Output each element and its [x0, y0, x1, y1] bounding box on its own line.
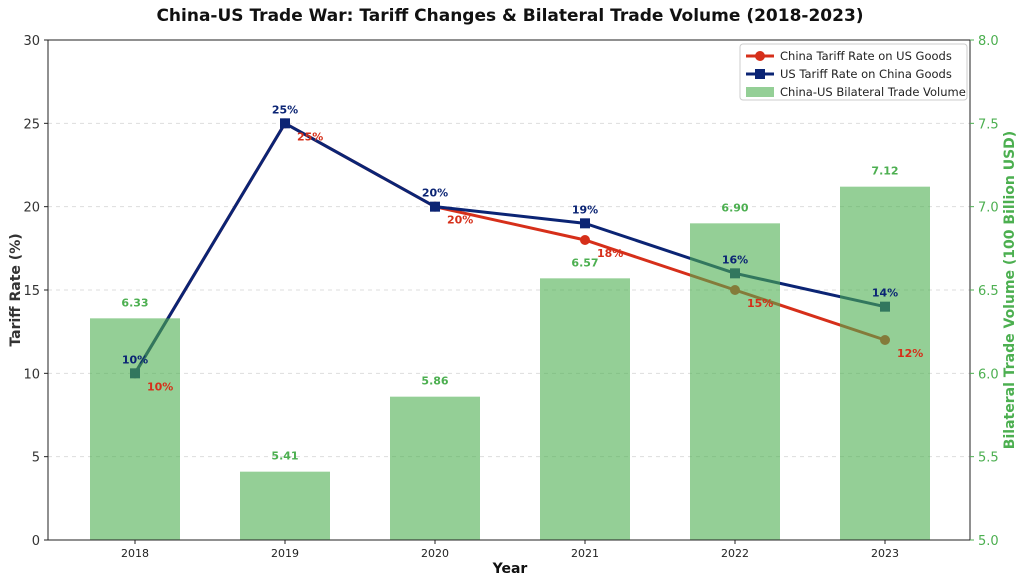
y-tick-label: 0	[32, 534, 40, 549]
legend-marker-circle	[755, 51, 765, 61]
x-tick-label: 2021	[571, 547, 599, 560]
y-right-tick-label: 6.5	[978, 284, 999, 299]
data-label-china: 25%	[297, 130, 323, 143]
legend-swatch-bar	[746, 87, 774, 97]
bar-value-label: 6.57	[571, 256, 598, 269]
bar-value-label: 5.86	[421, 375, 448, 388]
x-tick-label: 2019	[271, 547, 299, 560]
data-labels: 10% 25% 20% 18% 15% 12% 10% 25% 20% 19% 16% 14% 6.33…	[121, 103, 923, 462]
legend-marker-square	[755, 69, 765, 79]
bar	[240, 471, 330, 540]
axes: 0 5 10 15 20 25 30 5.0 5.5 6.0 6.5 7.0 7.5 8.0 2018 201…	[23, 34, 998, 560]
data-label-china: 12%	[897, 347, 923, 360]
legend-label: China-US Bilateral Trade Volume	[780, 85, 966, 99]
y-tick-label: 20	[23, 201, 40, 216]
y-tick-label: 15	[23, 284, 40, 299]
y-right-tick-label: 8.0	[978, 34, 999, 49]
data-point-square	[280, 118, 290, 129]
bar-value-label: 7.12	[871, 165, 898, 178]
y-right-tick-label: 7.0	[978, 201, 999, 216]
x-axis-label: Year	[492, 561, 528, 577]
bar	[390, 396, 480, 540]
legend: China Tariff Rate on US Goods US Tariff R…	[739, 43, 968, 101]
y-axis-right-label: Bilateral Trade Volume (100 Billion USD)	[1002, 131, 1018, 449]
bar	[540, 278, 630, 540]
data-label-china: 15%	[747, 297, 773, 310]
bar-value-label: 6.90	[721, 201, 748, 214]
bar	[690, 223, 780, 541]
x-tick-label: 2023	[871, 547, 899, 560]
x-tick-label: 2022	[721, 547, 749, 560]
y-tick-label: 25	[23, 117, 40, 132]
data-label-us: 14%	[872, 287, 898, 300]
chart-title: China-US Trade War: Tariff Changes & Bil…	[156, 6, 863, 26]
legend-label: China Tariff Rate on US Goods	[780, 49, 952, 63]
x-tick-label: 2020	[421, 547, 449, 560]
bar-value-label: 6.33	[121, 296, 148, 309]
data-label-us: 10%	[122, 353, 148, 366]
data-label-china: 10%	[147, 380, 173, 393]
data-point-circle	[580, 235, 590, 245]
bar	[90, 318, 180, 540]
data-label-us: 20%	[422, 187, 448, 200]
data-label-us: 19%	[572, 203, 598, 216]
data-label-china: 18%	[597, 247, 623, 260]
data-label-china: 20%	[447, 214, 473, 227]
y-axis-label: Tariff Rate (%)	[8, 233, 24, 346]
legend-label: US Tariff Rate on China Goods	[780, 67, 952, 81]
y-right-tick-label: 7.5	[978, 117, 999, 132]
bar-series	[90, 186, 930, 541]
x-tick-label: 2018	[121, 547, 149, 560]
legend-box	[739, 43, 968, 101]
y-tick-label: 5	[32, 451, 40, 466]
bar	[840, 186, 930, 540]
data-label-us: 25%	[272, 103, 298, 116]
y-right-tick-label: 5.5	[978, 451, 999, 466]
y-tick-label: 30	[23, 34, 40, 49]
data-point-square	[430, 201, 440, 212]
data-label-us: 16%	[722, 253, 748, 266]
y-tick-label: 10	[23, 367, 40, 382]
y-right-tick-label: 5.0	[978, 534, 999, 549]
bar-value-label: 5.41	[271, 450, 298, 463]
data-point-square	[580, 218, 590, 229]
y-right-tick-label: 6.0	[978, 367, 999, 382]
